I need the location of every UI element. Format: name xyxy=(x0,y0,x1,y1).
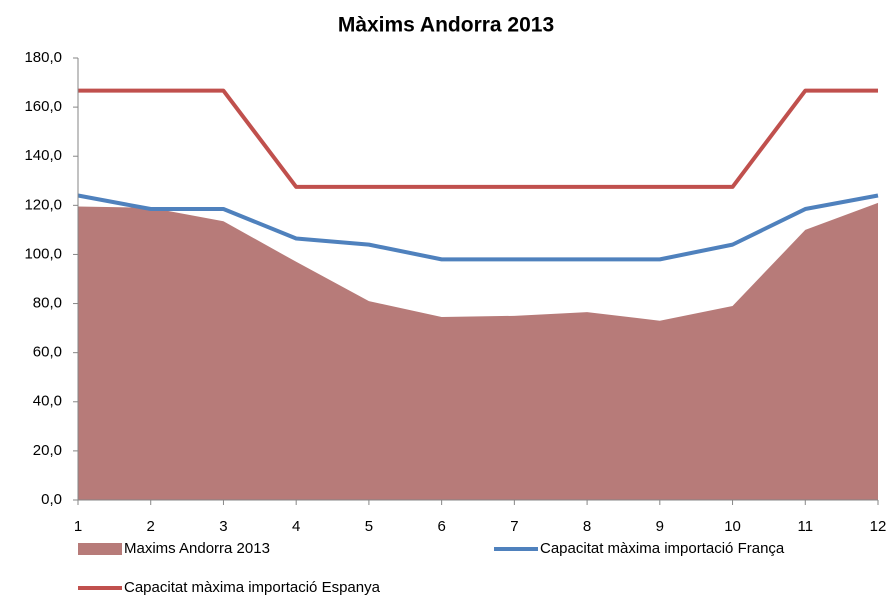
chart-title: Màxims Andorra 2013 xyxy=(338,14,554,37)
area xyxy=(78,202,878,500)
y-tick-label: 180,0 xyxy=(24,49,62,66)
x-tick-label: 5 xyxy=(365,518,373,535)
legend-label: Capacitat màxima importació Espanya xyxy=(124,579,381,596)
legend-label: Capacitat màxima importació França xyxy=(540,540,785,557)
legend-label: Maxims Andorra 2013 xyxy=(124,540,270,557)
x-tick-label: 4 xyxy=(292,518,300,535)
y-tick-label: 100,0 xyxy=(24,245,62,262)
x-tick-label: 11 xyxy=(797,518,813,535)
x-tick-label: 2 xyxy=(147,518,155,535)
y-tick-label: 120,0 xyxy=(24,196,62,213)
y-tick-label: 140,0 xyxy=(24,147,62,164)
x-tick-label: 1 xyxy=(74,518,82,535)
y-tick-label: 20,0 xyxy=(33,442,62,459)
x-tick-label: 9 xyxy=(656,518,664,535)
y-tick-label: 60,0 xyxy=(33,344,62,361)
line xyxy=(77,193,879,262)
x-tick-label: 12 xyxy=(870,518,887,535)
y-tick-label: 80,0 xyxy=(33,295,62,312)
x-tick-label: 6 xyxy=(437,518,445,535)
x-tick-label: 10 xyxy=(724,518,741,535)
x-tick-label: 7 xyxy=(510,518,518,535)
x-tick-label: 3 xyxy=(219,518,227,535)
x-tick-label: 8 xyxy=(583,518,591,535)
y-tick-label: 0,0 xyxy=(41,491,62,508)
y-tick-label: 40,0 xyxy=(33,393,62,410)
line xyxy=(78,88,878,189)
legend-swatch xyxy=(78,543,122,555)
y-tick-label: 160,0 xyxy=(24,98,62,115)
